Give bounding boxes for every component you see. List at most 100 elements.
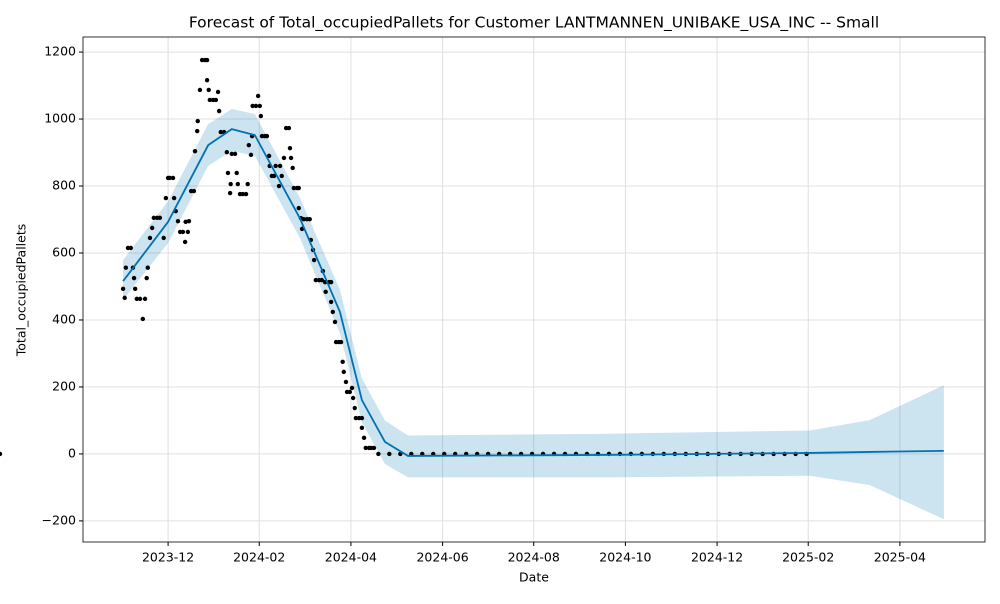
observed-point xyxy=(149,225,155,231)
observed-point xyxy=(240,191,245,197)
observed-point xyxy=(195,118,200,124)
observed-point xyxy=(352,405,357,411)
y-tick-label: 400 xyxy=(52,311,76,326)
observed-point xyxy=(376,451,381,457)
observed-point xyxy=(144,275,149,281)
observed-point xyxy=(273,163,278,169)
observed-point xyxy=(132,286,138,292)
y-tick-label: 800 xyxy=(52,178,76,193)
x-tick-label: 2024-08 xyxy=(508,550,560,565)
observed-point xyxy=(218,129,223,135)
observed-point xyxy=(341,369,346,375)
observed-point xyxy=(206,87,211,93)
observed-point xyxy=(347,389,353,395)
observed-point xyxy=(140,316,146,322)
observed-point xyxy=(161,235,166,241)
observed-point xyxy=(319,277,325,283)
observed-point xyxy=(248,152,254,158)
observed-point xyxy=(330,309,335,315)
y-tick-label: −200 xyxy=(42,512,76,527)
observed-point xyxy=(163,195,169,201)
x-axis-label: Date xyxy=(519,570,549,585)
observed-point xyxy=(191,188,197,194)
observed-point xyxy=(147,235,153,241)
y-tick-label: 1200 xyxy=(44,44,76,59)
observed-point xyxy=(213,97,219,103)
observed-point xyxy=(328,299,334,305)
observed-point xyxy=(171,195,177,201)
observed-point xyxy=(387,451,392,457)
observed-point xyxy=(301,216,306,222)
observed-point xyxy=(137,296,143,302)
observed-point xyxy=(359,425,365,431)
observed-point xyxy=(271,173,277,179)
x-tick-label: 2024-10 xyxy=(599,550,651,565)
observed-point xyxy=(120,286,126,292)
observed-point xyxy=(167,175,172,181)
x-tick-label: 2024-02 xyxy=(233,550,285,565)
observed-point xyxy=(197,87,203,93)
observed-point xyxy=(350,395,356,401)
observed-point xyxy=(255,93,261,99)
observed-point xyxy=(157,215,163,221)
observed-point xyxy=(257,103,262,109)
y-axis-label: Total_occupiedPallets xyxy=(14,224,29,357)
observed-point xyxy=(323,289,328,295)
observed-point xyxy=(145,265,150,270)
observed-point xyxy=(151,215,157,221)
observed-point xyxy=(131,275,137,281)
observed-point xyxy=(361,435,367,441)
observed-point xyxy=(182,239,188,245)
observed-point xyxy=(142,296,148,302)
observed-point xyxy=(340,359,345,365)
observed-point xyxy=(122,295,127,301)
observed-point xyxy=(170,175,176,181)
y-tick-label: 200 xyxy=(52,378,76,393)
observed-point xyxy=(185,229,191,235)
x-tick-label: 2025-02 xyxy=(782,550,834,565)
x-tick-label: 2024-04 xyxy=(325,550,377,565)
observed-point xyxy=(235,181,241,187)
observed-point xyxy=(290,165,295,171)
observed-point xyxy=(311,257,317,263)
y-tick-label: 0 xyxy=(68,445,76,460)
observed-point xyxy=(183,219,188,225)
forecast-line xyxy=(122,128,944,457)
observed-point xyxy=(286,125,292,131)
observed-point xyxy=(343,379,349,385)
observed-point xyxy=(359,415,365,421)
observed-point xyxy=(207,97,213,103)
observed-point xyxy=(215,89,221,95)
observed-point xyxy=(277,163,283,169)
observed-point xyxy=(266,153,272,159)
observed-point xyxy=(134,296,140,302)
chart-title: Forecast of Total_occupiedPallets for Cu… xyxy=(189,14,879,33)
observed-point xyxy=(253,103,259,109)
observed-point xyxy=(276,183,282,189)
observed-point xyxy=(288,155,294,161)
observed-point xyxy=(123,265,129,270)
observed-point xyxy=(192,148,198,154)
observed-point xyxy=(245,181,250,187)
plot-frame xyxy=(82,36,986,543)
observed-point xyxy=(128,245,133,251)
observed-point xyxy=(180,229,186,235)
observed-point xyxy=(228,181,233,187)
observed-point xyxy=(287,145,293,151)
observed-point xyxy=(328,279,334,285)
observed-point xyxy=(234,170,239,176)
x-tick-label: 2025-04 xyxy=(874,550,926,565)
x-tick-label: 2024-12 xyxy=(691,550,743,565)
observed-point xyxy=(250,103,255,109)
observed-point xyxy=(225,170,231,176)
x-tick-label: 2023-12 xyxy=(142,550,194,565)
observed-point xyxy=(349,385,355,391)
observed-point xyxy=(363,445,368,451)
observed-point xyxy=(279,173,284,179)
observed-point xyxy=(281,155,287,161)
y-tick-label: 600 xyxy=(52,244,76,259)
y-tick-label: 1000 xyxy=(44,111,76,126)
observed-point xyxy=(264,133,270,139)
observed-point xyxy=(258,113,264,119)
observed-point xyxy=(371,445,377,451)
